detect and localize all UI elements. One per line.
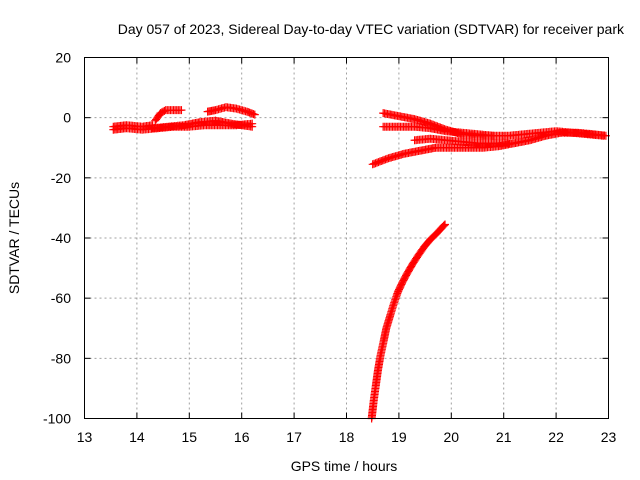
x-tick-label: 23: [601, 429, 617, 445]
series-arc-8: [410, 134, 513, 148]
data-point: [504, 139, 513, 148]
y-tick-label: -20: [51, 170, 71, 186]
data-point: [441, 220, 450, 229]
axis-ticks: [84, 57, 609, 419]
x-tick-label: 19: [391, 429, 407, 445]
x-tick-label: 20: [444, 429, 460, 445]
x-tick-label: 15: [182, 429, 198, 445]
data-point: [440, 221, 449, 230]
data-point: [248, 122, 257, 131]
tick-labels: 13 14 15 16 17 18 19 20 21 22 23 -100 -80 -60 -40 -20 0 2…: [43, 50, 617, 446]
data-point: [439, 221, 448, 230]
x-tick-label: 16: [234, 429, 250, 445]
y-tick-label: 20: [55, 50, 71, 66]
series-arc-2: [151, 106, 186, 125]
series-arc-6: [379, 122, 608, 140]
y-tick-label: -60: [51, 290, 71, 306]
series-arc-1b: [109, 121, 157, 131]
x-tick-label: 13: [77, 429, 93, 445]
data-point: [250, 110, 259, 119]
y-tick-label: -40: [51, 230, 71, 246]
series-arc-3: [148, 116, 257, 133]
y-tick-label: 0: [63, 110, 71, 126]
chart-title: Day 057 of 2023, Sidereal Day-to-day VTE…: [118, 21, 625, 37]
y-tick-label: -80: [51, 350, 71, 366]
x-tick-label: 17: [286, 429, 302, 445]
series-arc-9: [367, 220, 450, 423]
x-tick-label: 18: [339, 429, 355, 445]
x-tick-label: 22: [548, 429, 564, 445]
series-arc-4: [203, 103, 259, 119]
x-tick-label: 14: [129, 429, 145, 445]
y-axis-label: SDTVAR / TECUs: [6, 182, 22, 294]
data-series: [109, 103, 610, 423]
x-tick-label: 21: [496, 429, 512, 445]
y-tick-label: -100: [43, 411, 71, 427]
x-axis-label: GPS time / hours: [291, 458, 398, 474]
data-point: [177, 106, 186, 115]
